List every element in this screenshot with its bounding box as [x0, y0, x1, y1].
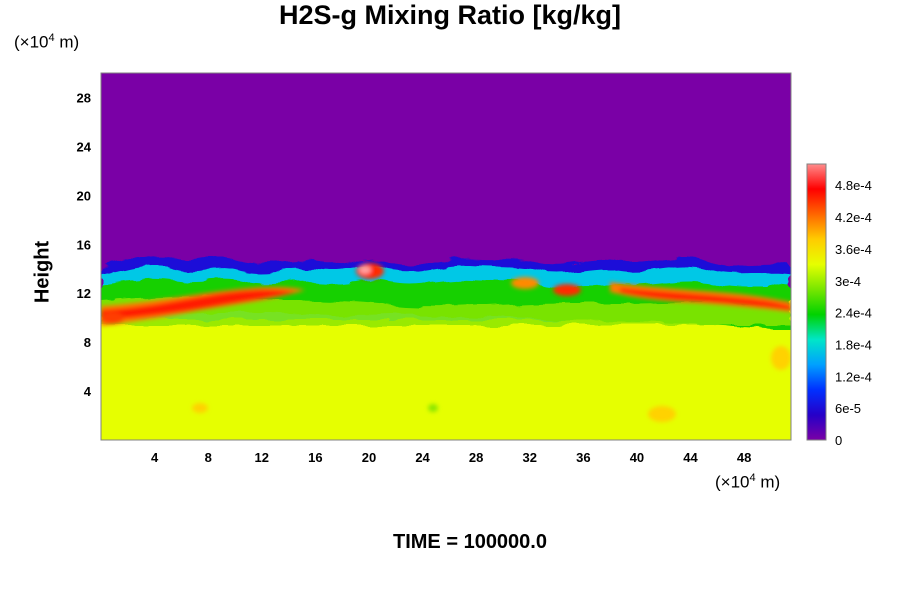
y-tick-label-6: 28	[77, 90, 91, 105]
colorbar-tick-label-2: 1.2e-4	[835, 369, 872, 384]
colorbar-tick-label-3: 1.8e-4	[835, 337, 872, 352]
y-tick-label-0: 4	[84, 384, 92, 399]
streak-right-red	[620, 288, 791, 310]
spot-orange-small	[192, 403, 208, 413]
x-tick-label-6: 28	[469, 450, 483, 465]
colorbar: 0 6e-5 1.2e-4 1.8e-4 2.4e-4 3e-4 3.6e-4 4.2e-4 4…	[806, 163, 872, 448]
band-lightgreen	[101, 295, 791, 325]
colorbar-tick-label-0: 0	[835, 433, 842, 448]
spot-orange-right	[771, 346, 791, 370]
x-tick-label-1: 8	[205, 450, 212, 465]
x-tick-label-11: 48	[737, 450, 751, 465]
y-unit-label: (×104 m)	[14, 32, 80, 52]
heatmap-field	[101, 73, 791, 440]
spot-green-small	[428, 404, 438, 412]
x-tick-label-0: 4	[151, 450, 159, 465]
colorbar-tick-label-4: 2.4e-4	[835, 306, 872, 321]
colorbar-tick-label-1: 6e-5	[835, 401, 861, 416]
y-tick-label-4: 20	[77, 188, 91, 203]
x-tick-label-7: 32	[523, 450, 537, 465]
colorbar-tick-label-5: 3e-4	[835, 274, 861, 289]
plot-frame	[100, 72, 792, 441]
hotspot-35-red	[553, 284, 581, 296]
spot-orange-bottom	[648, 406, 676, 422]
colorbar-tick-label-6: 3.6e-4	[835, 242, 872, 257]
x-tick-label-4: 20	[362, 450, 376, 465]
y-tick-label-3: 16	[77, 237, 91, 252]
x-tick-label-10: 44	[683, 450, 698, 465]
x-tick-label-5: 24	[415, 450, 430, 465]
streak-left-red	[101, 289, 295, 320]
hotspot-20-pink	[359, 266, 371, 274]
x-unit-label: (×104 m)	[715, 472, 781, 492]
colorbar-tick-label-8: 4.8e-4	[835, 178, 872, 193]
y-tick-label-1: 8	[84, 335, 91, 350]
y-tick-label-5: 24	[77, 139, 92, 154]
y-tick-labels: 4 8 12 16 20 24 28	[77, 90, 92, 399]
colorbar-tick-labels: 0 6e-5 1.2e-4 1.8e-4 2.4e-4 3e-4 3.6e-4 4.2e-4 4…	[835, 178, 872, 448]
x-tick-label-2: 12	[255, 450, 269, 465]
chart-title: H2S-g Mixing Ratio [kg/kg]	[278, 0, 621, 30]
x-tick-label-8: 36	[576, 450, 590, 465]
x-tick-label-9: 40	[630, 450, 644, 465]
hotspot-left-edge	[101, 312, 124, 324]
hotspot-31-orange	[511, 277, 539, 289]
x-tick-label-3: 16	[308, 450, 322, 465]
y-tick-label-2: 12	[77, 286, 91, 301]
colorbar-tick-label-7: 4.2e-4	[835, 210, 872, 225]
x-tick-labels: 4 8 12 16 20 24 28 32 36 40 44 48	[151, 450, 751, 465]
colorbar-fill	[806, 163, 827, 441]
time-label: TIME = 100000.0	[393, 531, 547, 553]
